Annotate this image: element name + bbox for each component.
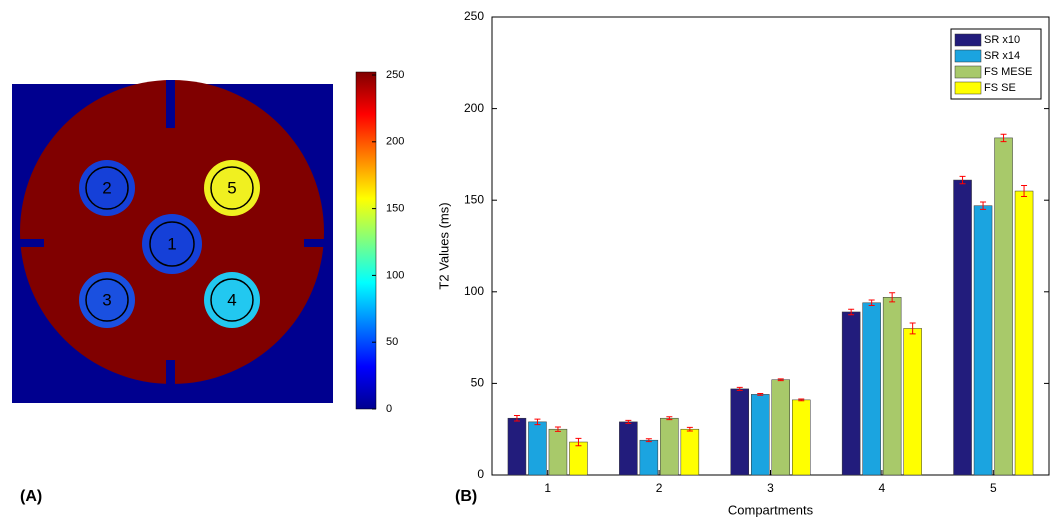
region-label: 2: [102, 178, 111, 197]
bar: [863, 303, 881, 475]
y-tick-label: 150: [464, 192, 484, 206]
legend-swatch: [955, 66, 981, 78]
bar: [883, 297, 901, 475]
figure: (A) (B) 12345050100150200250050100150200…: [0, 0, 1051, 519]
bar: [751, 394, 769, 475]
bar: [681, 429, 699, 475]
colorbar-tick-label: 150: [386, 203, 404, 215]
region-label: 4: [227, 290, 236, 309]
bar: [640, 440, 658, 475]
legend-label: SR x14: [984, 50, 1020, 62]
bar: [731, 389, 749, 475]
colorbar-tick-label: 250: [386, 69, 404, 81]
bar: [1015, 191, 1033, 475]
x-axis-title: Compartments: [728, 502, 814, 517]
region-label: 5: [227, 178, 236, 197]
colorbar-tick-label: 0: [386, 403, 392, 415]
bar: [974, 206, 992, 475]
colorbar-tick-label: 50: [386, 336, 398, 348]
colorbar: [356, 72, 376, 409]
bar: [528, 422, 546, 475]
legend-swatch: [955, 34, 981, 46]
bar: [792, 400, 810, 475]
bar: [569, 442, 587, 475]
x-tick-label: 4: [879, 481, 886, 495]
legend-swatch: [955, 50, 981, 62]
bar: [508, 418, 526, 475]
legend-swatch: [955, 82, 981, 94]
y-tick-label: 100: [464, 284, 484, 298]
x-tick-label: 2: [656, 481, 663, 495]
x-tick-label: 3: [767, 481, 774, 495]
legend-label: SR x10: [984, 34, 1020, 46]
colorbar-tick-label: 200: [386, 136, 404, 148]
bar: [954, 180, 972, 475]
bar: [549, 429, 567, 475]
y-tick-label: 50: [471, 376, 485, 390]
legend-label: FS SE: [984, 82, 1016, 94]
colorbar-tick-label: 100: [386, 269, 404, 281]
bar: [842, 312, 860, 475]
y-tick-label: 0: [477, 467, 484, 481]
region-label: 1: [167, 234, 176, 253]
panel-label: (A): [20, 488, 42, 505]
y-tick-label: 250: [464, 9, 484, 23]
legend-label: FS MESE: [984, 66, 1032, 78]
y-tick-label: 200: [464, 101, 484, 115]
region-label: 3: [102, 290, 111, 309]
x-tick-label: 1: [544, 481, 551, 495]
bar: [660, 418, 678, 475]
bar: [904, 328, 922, 475]
bar: [619, 422, 637, 475]
panel-label: (B): [455, 488, 477, 505]
y-axis-title: T2 Values (ms): [436, 202, 451, 289]
x-tick-label: 5: [990, 481, 997, 495]
bar: [995, 138, 1013, 475]
bar: [772, 380, 790, 475]
